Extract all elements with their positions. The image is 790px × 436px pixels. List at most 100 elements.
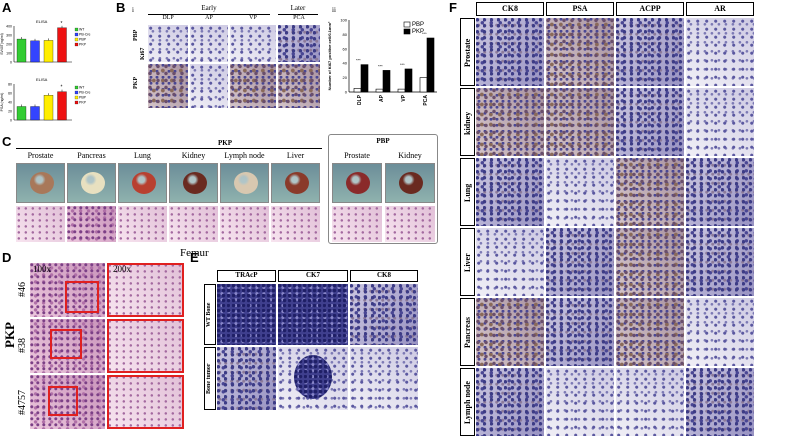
- d-row3-100x: [30, 375, 105, 429]
- later-header: Later: [278, 4, 318, 15]
- a2-star: *: [61, 85, 63, 91]
- c-photo-pbp-prostate: [332, 163, 382, 203]
- e-row-wt-bone-box: WT Bone: [204, 284, 216, 345]
- f-image-prostate-ar: [686, 18, 754, 86]
- b-row-pbp: PBP: [133, 29, 139, 41]
- b-col-vp: VP: [249, 15, 257, 21]
- c-organ-specimen: [131, 172, 156, 194]
- b-bar-pbp: [419, 77, 428, 93]
- f-col-psa: PSA: [546, 2, 614, 16]
- b-pbp-pca: [278, 25, 320, 62]
- a2-legend-swatch: [74, 85, 79, 90]
- f-row-lymph-node: Lymph node: [463, 381, 472, 425]
- f-image-liver-ar: [686, 228, 754, 296]
- c-photo-pbp-kidney: [385, 163, 435, 203]
- b-xtick: PCA: [423, 95, 429, 106]
- a1-ylabel: SV40T(ng/ml): [0, 33, 4, 55]
- d-row2-200x: [107, 319, 184, 373]
- a2-ytick: 20: [8, 110, 12, 114]
- c-label-pkp-prostate: Prostate: [27, 151, 54, 160]
- f-image-kidney-ck8: [476, 88, 544, 156]
- early-header: Early: [148, 4, 270, 15]
- panel-d-label: D: [2, 250, 12, 265]
- f-image-lymph-node-psa: [546, 368, 614, 436]
- f-row-box-pancreas: Pancreas: [460, 298, 475, 366]
- a1-title: ELISA: [36, 19, 48, 24]
- b-bar-pkp: [360, 64, 369, 93]
- a2-legend-swatch: [74, 95, 79, 100]
- a2-ytick: 60: [8, 92, 12, 96]
- c-histology-pkp-liver: [271, 206, 320, 242]
- b-ytick: 80: [343, 32, 348, 37]
- f-image-prostate-psa: [546, 18, 614, 86]
- panel-a-label: A: [2, 0, 12, 15]
- panel-b-label: B: [116, 0, 126, 15]
- e-row-bone-tumor: Bone tumor: [206, 363, 212, 395]
- a2-legend-label: PKP: [79, 101, 87, 105]
- a2-title: ELISA: [36, 77, 48, 82]
- f-row-prostate: Prostate: [463, 38, 472, 68]
- panel-b-col-headers: DLP AP VP PCA: [148, 15, 320, 24]
- c-label-pkp-pancreas: Pancreas: [77, 151, 106, 160]
- c-organ-specimen: [182, 172, 207, 194]
- a1-legend-label: WT: [79, 28, 85, 32]
- b-ytick: 100: [340, 18, 347, 23]
- c-pbp-title: PBP: [376, 137, 390, 145]
- b-row-pkp: PKP: [133, 77, 139, 89]
- c-histology-pbp-prostate: [332, 206, 382, 242]
- b-legend-swatch: [403, 21, 411, 28]
- d-row-46: #46: [17, 282, 28, 298]
- b-ytick: 20: [343, 75, 348, 80]
- a1-bar: [43, 40, 54, 63]
- f-image-kidney-psa: [546, 88, 614, 156]
- a1-bar: [57, 27, 67, 63]
- d-zoom-frame-2: [107, 319, 184, 373]
- f-image-lung-ar: [686, 158, 754, 226]
- f-col-acpp: ACPP: [616, 2, 684, 16]
- f-row-box-liver: Liver: [460, 228, 475, 296]
- b-xtick: AP: [379, 94, 385, 102]
- a2-ylabel: PSA (ng/ml): [0, 93, 4, 112]
- c-photo-pkp-kidney: [169, 163, 218, 203]
- panel-b-ii-chart: 0 20 40 60 80 100 Number of Ki67 positive cell…: [327, 18, 437, 106]
- b-ytick: 60: [343, 46, 348, 51]
- c-label-pkp-liver: Liver: [286, 151, 305, 160]
- d-mag-100x: 100x: [33, 264, 51, 274]
- e-tumor-tracp: [217, 347, 276, 410]
- e-col-ck7: CK7: [278, 270, 348, 282]
- c-pkp-title: PKP: [218, 139, 232, 147]
- panel-a-charts: ELISA0100200300400SV40T(ng/ml)*WTPB-CreP…: [0, 19, 91, 123]
- c-photo-pkp-lung: [118, 163, 167, 203]
- f-image-kidney-ar: [686, 88, 754, 156]
- c-label-pbp-kidney: Kidney: [398, 151, 422, 160]
- d-zoom-box-2: [50, 329, 82, 359]
- e-row-bone-tumor-box: Bone tumor: [204, 347, 216, 410]
- c-organ-specimen: [80, 172, 105, 194]
- b-bar-pkp: [426, 37, 435, 93]
- b-bar-pkp: [404, 68, 413, 93]
- c-photo-pkp-prostate: [16, 163, 65, 203]
- a2-ytick: 0: [10, 119, 12, 123]
- f-image-lymph-node-ar: [686, 368, 754, 436]
- d-mag-200x: 200x: [113, 264, 131, 274]
- f-image-pancreas-psa: [546, 298, 614, 366]
- a2-ytick: 80: [8, 83, 12, 87]
- a2-bar: [57, 91, 67, 121]
- d-zoom-frame-3: [107, 375, 184, 429]
- d-row-4757: #4757: [17, 390, 28, 415]
- f-image-lymph-node-acpp: [616, 368, 684, 436]
- b-ylabel: Number of Ki67 positive cell/0.1mm²: [327, 21, 332, 90]
- b-pbp-ap: [190, 25, 228, 62]
- b-row-ki67: Ki67: [140, 47, 146, 61]
- b-ytick: 40: [343, 61, 348, 66]
- b-col-ap: AP: [205, 15, 213, 21]
- c-histology-pkp-lung: [118, 206, 167, 242]
- e-wt-ck8: [350, 284, 418, 345]
- b-legend-label: PBP: [412, 22, 424, 28]
- c-photo-pkp-pancreas: [67, 163, 116, 203]
- a1-ytick: 0: [10, 61, 12, 65]
- c-histology-pkp-kidney: [169, 206, 218, 242]
- f-image-pancreas-ar: [686, 298, 754, 366]
- b-pkp-vp: [230, 64, 276, 108]
- f-row-kidney: kidney: [463, 111, 472, 135]
